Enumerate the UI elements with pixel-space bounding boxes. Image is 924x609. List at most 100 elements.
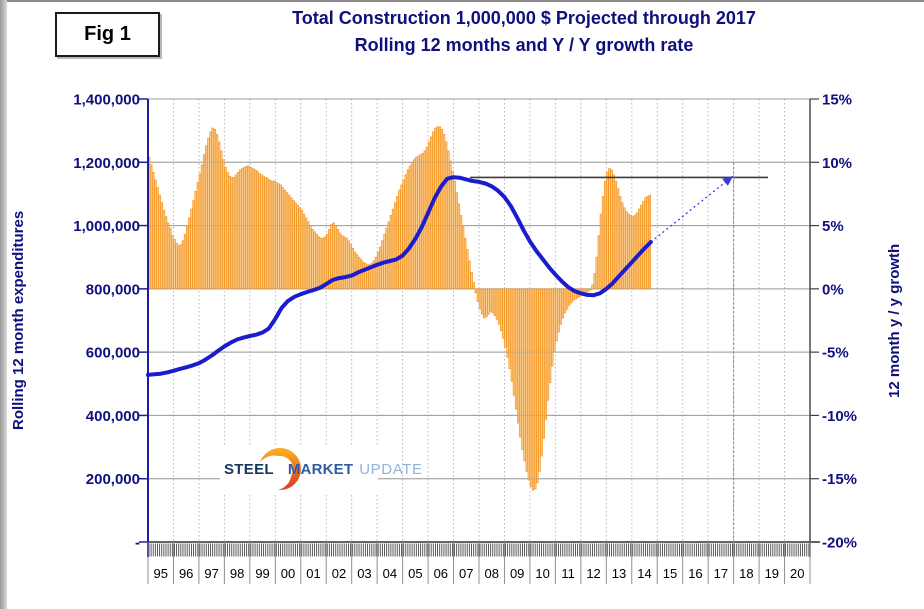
growth-bar [251, 168, 255, 290]
growth-bar [640, 204, 643, 290]
growth-bar [574, 288, 577, 300]
growth-bar [209, 131, 212, 290]
growth-bar [175, 242, 178, 290]
growth-bar [455, 192, 458, 290]
year-label: 15 [663, 566, 677, 581]
growth-bar [504, 288, 507, 348]
growth-bar [400, 184, 403, 290]
growth-bar [239, 169, 242, 290]
growth-bar [599, 213, 603, 290]
growth-bar [306, 221, 310, 290]
growth-bar [275, 182, 278, 290]
growth-bar [366, 264, 369, 290]
growth-bar [374, 256, 378, 290]
growth-bar [404, 174, 408, 290]
year-label: 02 [332, 566, 346, 581]
growth-bar [493, 288, 497, 316]
growth-bar [345, 237, 348, 290]
growth-bar [500, 288, 503, 332]
year-label: 07 [459, 566, 473, 581]
growth-bar [196, 182, 200, 290]
growth-bar [200, 164, 204, 290]
growth-bar [517, 288, 520, 424]
year-label: 20 [790, 566, 804, 581]
growth-bar [510, 288, 514, 382]
growth-bar [417, 155, 420, 290]
growth-bar [349, 244, 352, 290]
logo-text: STEEL MARKET UPDATE [224, 461, 422, 478]
gridline-overlay [148, 98, 810, 480]
growth-bar [162, 209, 166, 290]
growth-bar [181, 240, 185, 290]
growth-bar [616, 188, 620, 290]
growth-bar [243, 166, 246, 290]
growth-bar [502, 288, 505, 339]
growth-bar [444, 141, 448, 290]
right-axis-tick-label: 0% [822, 281, 844, 298]
growth-bar [326, 234, 329, 290]
growth-bar [589, 288, 592, 291]
growth-bar [256, 170, 259, 290]
growth-bar [548, 288, 552, 383]
growth-bar [631, 216, 635, 290]
growth-bar [298, 207, 301, 290]
growth-bar [289, 197, 293, 290]
growth-bar [347, 240, 350, 290]
growth-bar [506, 288, 509, 358]
growth-bar [527, 288, 531, 481]
growth-bar [406, 169, 410, 290]
growth-bar [529, 288, 533, 487]
year-label: 18 [739, 566, 753, 581]
growth-bar [311, 228, 314, 290]
growth-bar [188, 217, 191, 290]
growth-bar [385, 227, 388, 290]
year-label: 04 [383, 566, 397, 581]
growth-bar [340, 235, 344, 290]
growth-bar [247, 165, 251, 290]
growth-bar [521, 288, 524, 451]
growth-bar [512, 288, 516, 396]
growth-bar [457, 203, 461, 290]
monthly-tick-band [148, 543, 810, 557]
growth-bar [618, 196, 622, 290]
growth-bar [557, 288, 560, 333]
window-left-edge [0, 0, 7, 609]
growth-bar [173, 239, 176, 290]
growth-bar [304, 217, 308, 290]
growth-bar [642, 201, 645, 290]
growth-bar [637, 208, 641, 290]
growth-bar [236, 172, 240, 290]
growth-bar [368, 264, 371, 290]
growth-bar [546, 288, 550, 401]
growth-bar [215, 134, 219, 290]
growth-bar [234, 174, 238, 290]
growth-bar [533, 288, 537, 490]
growth-bar [190, 208, 193, 290]
growth-bar [601, 196, 605, 290]
growth-bar [463, 237, 467, 290]
growth-bar [483, 288, 486, 319]
growth-bar [205, 145, 208, 290]
growth-bar [376, 251, 380, 290]
growth-bar [614, 180, 618, 290]
year-label: 98 [230, 566, 244, 581]
logo-word-steel: STEEL [224, 461, 274, 478]
growth-bar [154, 179, 157, 290]
growth-bar [612, 174, 615, 290]
growth-bar [531, 288, 535, 491]
growth-bar [514, 288, 518, 410]
year-label: 06 [434, 566, 448, 581]
growth-bar [296, 204, 299, 290]
projection-line [650, 175, 734, 243]
growth-bar [538, 288, 541, 472]
year-label: 96 [179, 566, 193, 581]
growth-bar [561, 288, 565, 319]
growth-bar [536, 288, 539, 483]
year-label: 03 [357, 566, 371, 581]
growth-bar [434, 127, 437, 290]
growth-bar [192, 199, 195, 290]
growth-bar [419, 154, 422, 290]
growth-bar [245, 165, 248, 290]
growth-bar [451, 170, 454, 290]
expenditures-line [146, 175, 653, 377]
